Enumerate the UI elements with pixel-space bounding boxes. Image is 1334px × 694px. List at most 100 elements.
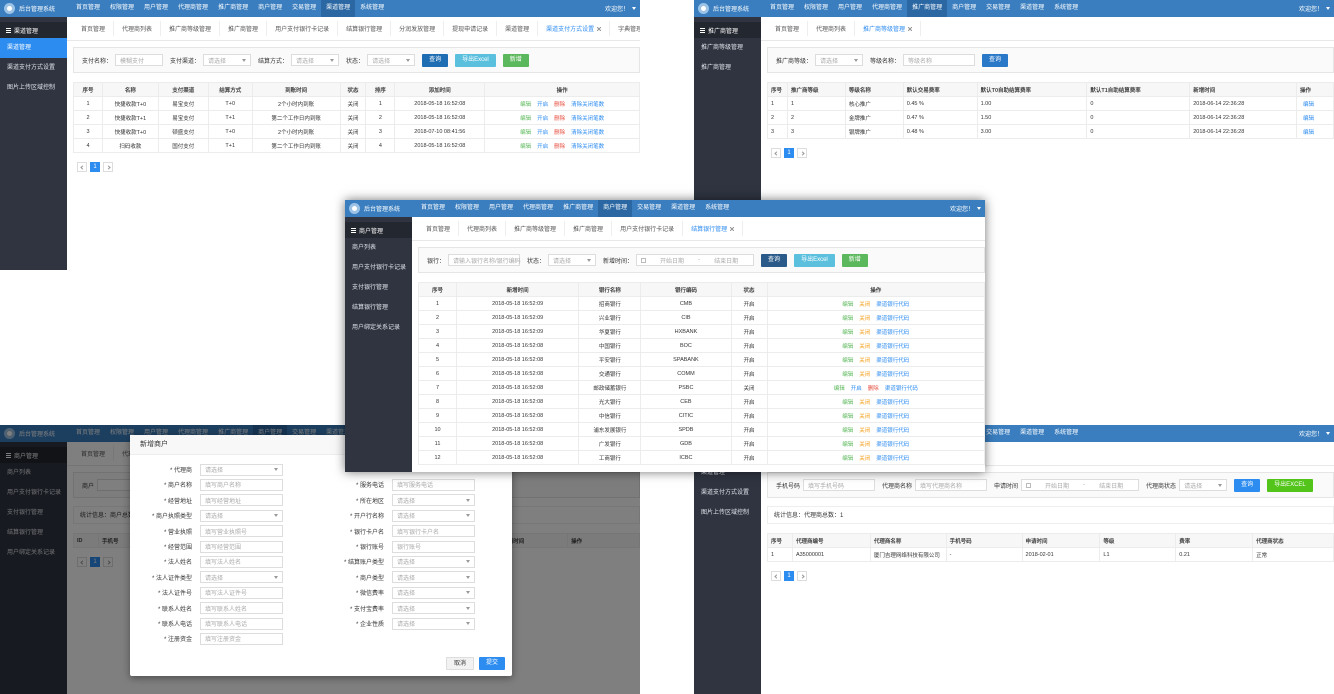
nav-item[interactable]: 代理商管理 xyxy=(523,205,554,211)
action-link[interactable]: 关闭 xyxy=(859,329,871,336)
nav-item[interactable]: 交易管理 xyxy=(292,5,317,11)
action-link[interactable]: 编辑 xyxy=(520,143,532,150)
sidebar-item[interactable]: 支付银行管理 xyxy=(352,285,389,291)
action-link[interactable]: 渠道银行代码 xyxy=(876,455,910,462)
text-input[interactable]: 填写商户名称 xyxy=(200,478,283,491)
sidebar-item[interactable]: 结算银行管理 xyxy=(352,305,389,311)
text-input[interactable]: 填写银行卡户名 xyxy=(392,525,475,538)
button[interactable]: 查询 xyxy=(761,253,788,267)
nav-item[interactable]: 商户管理 xyxy=(952,5,977,11)
nav-item[interactable]: 渠道管理 xyxy=(321,0,356,17)
tab-close[interactable] xyxy=(597,26,602,31)
action-link[interactable]: 编辑 xyxy=(842,371,854,378)
tab[interactable]: 代理商列表 xyxy=(808,21,856,36)
action-link[interactable]: 渠道银行代码 xyxy=(876,329,910,336)
tab[interactable]: 推广商管理 xyxy=(565,221,613,236)
sidebar-item[interactable]: 推广商等级管理 xyxy=(701,45,744,51)
nav-item[interactable]: 用户管理 xyxy=(838,5,863,11)
nav-item[interactable]: 首页管理 xyxy=(421,205,446,211)
action-link[interactable]: 编辑 xyxy=(842,329,854,336)
button[interactable]: 新增 xyxy=(841,253,868,267)
sidebar-item[interactable]: 推广商管理 xyxy=(701,65,732,71)
nav-item[interactable]: 系统管理 xyxy=(360,5,385,11)
action-link[interactable]: 编辑 xyxy=(842,399,854,406)
text-input[interactable]: 填写联系人姓名 xyxy=(200,602,283,615)
action-link[interactable]: 开启 xyxy=(537,115,549,122)
nav-item[interactable]: 权限管理 xyxy=(110,5,135,11)
tab[interactable]: 字典管理 xyxy=(610,21,640,36)
select-box[interactable]: 请选择 xyxy=(392,617,475,630)
select-box[interactable]: 请选择 xyxy=(291,54,340,66)
select-box[interactable]: 请选择 xyxy=(392,509,475,522)
action-link[interactable]: 编辑 xyxy=(520,115,532,122)
sidebar-item[interactable]: 渠道支付方式设置 xyxy=(7,65,56,71)
tab[interactable]: 提现申请记录 xyxy=(444,21,498,36)
action-link[interactable]: 关闭 xyxy=(859,315,871,322)
action-link[interactable]: 编辑 xyxy=(1303,115,1315,122)
tab-close[interactable] xyxy=(908,26,913,31)
nav-item[interactable]: 权限管理 xyxy=(804,5,829,11)
action-link[interactable]: 清除关闭笔数 xyxy=(571,129,605,136)
text-input[interactable]: 填写服务电话 xyxy=(392,478,475,491)
text-input[interactable]: 填写代理商名称 xyxy=(915,479,988,491)
action-link[interactable]: 关闭 xyxy=(859,301,871,308)
nav-item[interactable]: 推广商管理 xyxy=(907,0,948,17)
select-box[interactable]: 请选择 xyxy=(815,54,864,66)
action-link[interactable]: 编辑 xyxy=(842,427,854,434)
action-link[interactable]: 关闭 xyxy=(859,455,871,462)
action-link[interactable]: 关闭 xyxy=(859,399,871,406)
button[interactable]: 导出EXCEL xyxy=(1267,478,1313,492)
nav-item[interactable]: 用户管理 xyxy=(144,5,169,11)
action-link[interactable]: 清除关闭笔数 xyxy=(571,101,605,108)
action-link[interactable]: 删除 xyxy=(554,143,566,150)
select-box[interactable]: 请选择 xyxy=(548,254,597,266)
text-input[interactable]: 请输入银行名称/银行编码 xyxy=(448,254,521,266)
nav-item[interactable]: 代理商管理 xyxy=(178,5,209,11)
select-box[interactable]: 请选择 xyxy=(367,54,416,66)
action-link[interactable]: 删除 xyxy=(554,129,566,136)
action-link[interactable]: 编辑 xyxy=(842,343,854,350)
page-prev[interactable] xyxy=(77,162,87,172)
nav-item[interactable]: 渠道管理 xyxy=(671,205,696,211)
button[interactable]: 提交 xyxy=(478,657,505,670)
welcome[interactable]: 欢迎您！ xyxy=(1298,432,1323,438)
text-input[interactable]: 模糊支付 xyxy=(115,54,164,66)
action-link[interactable]: 渠道银行代码 xyxy=(876,399,910,406)
action-link[interactable]: 编辑 xyxy=(1303,129,1315,136)
tab[interactable]: 推广商等级管理 xyxy=(855,21,922,36)
page-number[interactable]: 1 xyxy=(784,148,794,158)
select-box[interactable]: 请选择 xyxy=(392,602,475,615)
select-box[interactable]: 请选择 xyxy=(200,509,283,522)
action-link[interactable]: 编辑 xyxy=(842,301,854,308)
text-input[interactable]: 等级名称 xyxy=(903,54,976,66)
action-link[interactable]: 编辑 xyxy=(842,357,854,364)
action-link[interactable]: 删除 xyxy=(867,385,879,392)
page-prev[interactable] xyxy=(771,148,781,158)
text-input[interactable]: 银行账号 xyxy=(392,540,475,553)
date-range[interactable]: 开始日期 - 结束日期 xyxy=(636,254,755,266)
action-link[interactable]: 渠道银行代码 xyxy=(876,371,910,378)
select-box[interactable]: 请选择 xyxy=(203,54,252,66)
nav-item[interactable]: 系统管理 xyxy=(1054,5,1079,11)
page-next[interactable] xyxy=(103,162,113,172)
button[interactable]: 导出Excel xyxy=(794,253,835,267)
select-box[interactable]: 请选择 xyxy=(392,571,475,584)
text-input[interactable]: 填写经营范围 xyxy=(200,540,283,553)
text-input[interactable]: 填写联系人电话 xyxy=(200,617,283,630)
button[interactable]: 新增 xyxy=(502,53,529,67)
sidebar-item[interactable]: 渠道管理 xyxy=(701,470,726,476)
nav-item[interactable]: 权限管理 xyxy=(455,205,480,211)
action-link[interactable]: 清除关闭笔数 xyxy=(571,143,605,150)
select-box[interactable]: 请选择 xyxy=(392,586,475,599)
date-range[interactable]: 开始日期 - 结束日期 xyxy=(1021,479,1140,491)
action-link[interactable]: 关闭 xyxy=(859,371,871,378)
tab[interactable]: 结算银行管理 xyxy=(683,221,744,236)
action-link[interactable]: 开启 xyxy=(537,101,549,108)
action-link[interactable]: 关闭 xyxy=(859,343,871,350)
action-link[interactable]: 关闭 xyxy=(859,357,871,364)
page-number[interactable]: 1 xyxy=(90,162,100,172)
action-link[interactable]: 渠道银行代码 xyxy=(876,357,910,364)
select-box[interactable]: 请选择 xyxy=(200,571,283,584)
nav-item[interactable]: 渠道管理 xyxy=(1020,430,1045,436)
tab[interactable]: 结算银行管理 xyxy=(338,21,392,36)
